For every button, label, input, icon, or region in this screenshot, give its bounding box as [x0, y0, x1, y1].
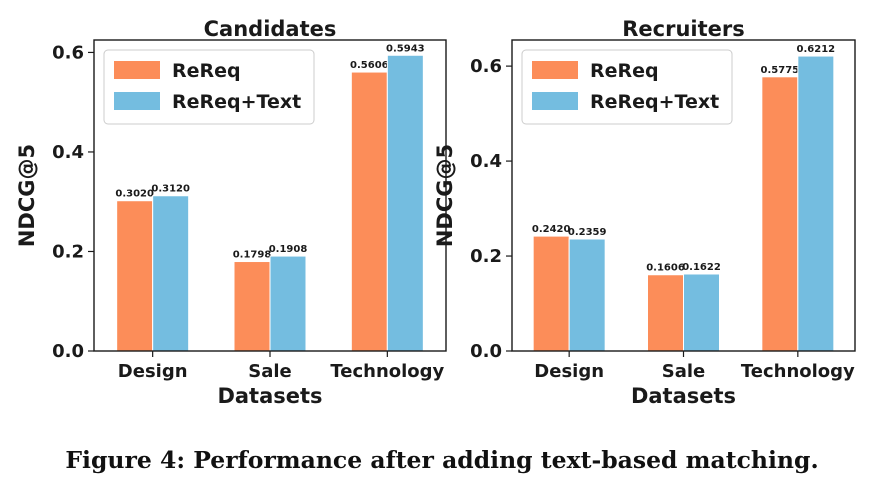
bar-rereq-text-design [568, 238, 606, 352]
legend-label: ReReq [590, 60, 659, 82]
bar-value-label: 0.3020 [115, 189, 154, 200]
y-tick-label: 0.0 [470, 341, 502, 362]
bar-value-label: 0.6212 [797, 44, 836, 55]
bar-rereq-sale [647, 274, 684, 352]
y-tick-label: 0.4 [470, 151, 502, 172]
bar-value-label: 0.1798 [233, 250, 272, 261]
bar-value-label: 0.5606 [350, 60, 389, 71]
x-tick-label: Design [118, 361, 188, 382]
bar-rereq-design [116, 200, 154, 352]
legend-swatch-rereq [532, 61, 578, 79]
bar-rereq-text-technology [386, 54, 424, 352]
bar-rereq-technology [350, 71, 388, 352]
y-tick-label: 0.6 [52, 42, 84, 63]
y-tick-label: 0.0 [52, 341, 84, 362]
bar-value-label: 0.5943 [386, 43, 425, 54]
y-tick-label: 0.2 [52, 241, 84, 262]
bar-rereq-text-technology [797, 55, 835, 352]
legend-label: ReReq [172, 60, 241, 82]
plot-frame [511, 39, 856, 352]
chart-panel-recruiters: Recruiters 0.0 0.2 0.4 0.6 NDCG@5 0.24200.2359… [433, 17, 856, 408]
bar-rereq-design [532, 235, 570, 352]
x-tick-label: Technology [741, 361, 855, 382]
legend-swatch-rereq-text [532, 92, 578, 110]
x-axis-label: Datasets [217, 384, 322, 408]
y-axis-label: NDCG@5 [15, 144, 39, 247]
x-axis-label: Datasets [631, 384, 736, 408]
y-axis-label: NDCG@5 [433, 144, 457, 247]
bar-rereq-technology [761, 76, 799, 352]
bar-value-label: 0.1622 [682, 262, 721, 273]
chart-title: Recruiters [622, 17, 745, 41]
x-tick-label: Design [534, 361, 604, 382]
x-tick-label: Technology [330, 361, 444, 382]
plot-frame [93, 39, 447, 352]
bar-value-label: 0.3120 [151, 184, 190, 195]
legend-label: ReReq+Text [590, 91, 719, 113]
bar-rereq-text-sale [269, 255, 307, 352]
bar-value-label: 0.2359 [568, 227, 607, 238]
y-tick-label: 0.4 [52, 142, 84, 163]
bar-value-label: 0.2420 [532, 224, 571, 235]
figure-caption: Figure 4: Performance after adding text-… [65, 446, 819, 474]
y-tick-label: 0.6 [470, 56, 502, 77]
bar-rereq-text-design [152, 195, 190, 352]
bar-rereq-sale [233, 261, 271, 352]
x-tick-label: Sale [248, 361, 292, 382]
figure-charts: Candidates 0.0 0.2 0.4 0.6 NDCG@5 0.30200.3120… [15, 17, 856, 408]
bar-value-label: 0.1606 [646, 263, 685, 274]
bar-value-label: 0.5775 [761, 65, 800, 76]
bar-value-label: 0.1908 [269, 244, 308, 255]
legend-swatch-rereq [114, 61, 160, 79]
chart-title: Candidates [204, 17, 337, 41]
legend-swatch-rereq-text [114, 92, 160, 110]
y-tick-label: 0.2 [470, 246, 502, 267]
legend-label: ReReq+Text [172, 91, 301, 113]
bar-rereq-text-sale [683, 273, 720, 352]
x-tick-label: Sale [662, 361, 706, 382]
chart-panel-candidates: Candidates 0.0 0.2 0.4 0.6 NDCG@5 0.30200.3120… [15, 17, 447, 408]
